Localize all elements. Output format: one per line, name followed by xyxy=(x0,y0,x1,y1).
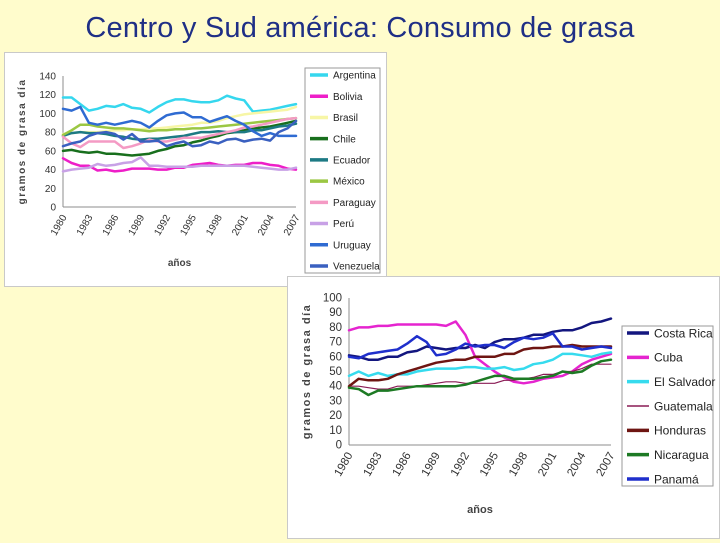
series-line-el-salvador xyxy=(347,351,613,378)
series-line-chile xyxy=(61,119,298,157)
legend-box xyxy=(304,67,381,274)
legend-label-peru: Perú xyxy=(333,219,354,230)
legend-label-bolivia: Bolivia xyxy=(333,92,363,103)
series-line-venezuela xyxy=(61,119,298,148)
x-tick-label: 1986 xyxy=(391,451,414,479)
series-line-argentina xyxy=(61,94,298,114)
x-tick-label: 1992 xyxy=(449,451,472,479)
x-tick-label: 1983 xyxy=(75,213,96,238)
series-line-peru xyxy=(61,156,298,173)
x-tick-label: 1989 xyxy=(420,451,443,479)
y-tick-label: 100 xyxy=(323,293,342,305)
legend-label-guatemala: Guatemala xyxy=(654,399,713,413)
y-tick-label: 0 xyxy=(336,440,342,452)
series-line-nicaragua xyxy=(347,358,613,397)
legend-label-panama: Panamá xyxy=(654,472,699,486)
x-tick-label: 1989 xyxy=(127,213,148,238)
legend-label-ecuador: Ecuador xyxy=(333,155,371,166)
legend-label-paraguay: Paraguay xyxy=(333,198,376,209)
series-line-mexico xyxy=(61,116,298,137)
y-tick-label: 90 xyxy=(329,307,342,319)
x-tick-label: 1986 xyxy=(101,213,122,238)
legend-label-nicaragua: Nicaragua xyxy=(654,448,709,462)
x-tick-label: 2001 xyxy=(536,451,559,479)
y-tick-label: 20 xyxy=(45,184,57,195)
y-tick-label: 60 xyxy=(45,146,57,157)
x-tick-label: 2004 xyxy=(256,213,277,238)
x-tick-label: 2007 xyxy=(594,451,617,479)
y-axis-title: gramos de grasa día xyxy=(301,304,313,440)
legend-label-chile: Chile xyxy=(333,134,356,145)
y-tick-label: 70 xyxy=(329,337,342,349)
y-tick-label: 120 xyxy=(39,90,56,101)
series-line-cuba xyxy=(347,320,613,385)
y-tick-label: 80 xyxy=(45,128,57,139)
legend-label-mexico: México xyxy=(333,177,365,188)
x-tick-label: 1998 xyxy=(507,451,530,479)
legend-label-honduras: Honduras xyxy=(654,424,706,438)
y-tick-label: 80 xyxy=(329,322,342,334)
y-tick-label: 50 xyxy=(329,366,342,378)
y-tick-label: 30 xyxy=(329,395,342,407)
legend-label-cuba: Cuba xyxy=(654,351,683,365)
x-tick-label: 1992 xyxy=(153,213,174,238)
legend-label-costa-rica: Costa Rica xyxy=(654,326,713,340)
x-tick-label: 2004 xyxy=(565,450,588,479)
series-line-paraguay xyxy=(61,116,298,150)
series-line-panama xyxy=(347,332,613,360)
x-tick-label: 1995 xyxy=(478,451,501,479)
chart-central-america-svg: 0 10 20 30 40 50 60 70 80 90 100 1980 1983 1986 1989 19… xyxy=(301,293,715,517)
chart-south-america: 0 20 40 60 80 100 120 140 1980 1983 1986 1989 1992 19… xyxy=(4,52,387,287)
legend-label-uruguay: Uruguay xyxy=(333,240,371,251)
y-tick-label: 100 xyxy=(39,109,56,120)
x-tick-label: 2001 xyxy=(230,213,251,238)
y-tick-label: 10 xyxy=(329,425,342,437)
x-tick-label: 1980 xyxy=(49,213,70,238)
y-tick-label: 20 xyxy=(329,410,342,422)
y-tick-label: 60 xyxy=(329,351,342,363)
x-tick-label: 1980 xyxy=(332,451,355,479)
x-tick-label: 2007 xyxy=(282,213,303,238)
x-tick-label: 1995 xyxy=(178,213,199,238)
chart-central-america: 0 10 20 30 40 50 60 70 80 90 100 1980 1983 1986 1989 19… xyxy=(287,276,720,539)
legend-label-brasil: Brasil xyxy=(333,113,358,124)
y-tick-label: 40 xyxy=(45,165,57,176)
y-axis-title: gramos de grasa día xyxy=(17,79,28,205)
slide-title: Centro y Sud américa: Consumo de grasa xyxy=(85,12,635,44)
x-tick-label: 1998 xyxy=(204,213,225,238)
x-axis-title: años xyxy=(168,258,192,269)
y-tick-label: 40 xyxy=(329,381,342,393)
legend-label-el-salvador: El Salvador xyxy=(654,375,715,389)
x-tick-label: 1983 xyxy=(362,451,385,479)
x-axis-title: años xyxy=(467,504,493,516)
y-tick-label: 140 xyxy=(39,72,56,83)
series-line-uruguay xyxy=(61,105,298,138)
y-tick-label: 0 xyxy=(50,203,56,214)
legend-label-venezuela: Venezuela xyxy=(333,262,380,273)
legend-label-argentina: Argentina xyxy=(333,71,376,82)
